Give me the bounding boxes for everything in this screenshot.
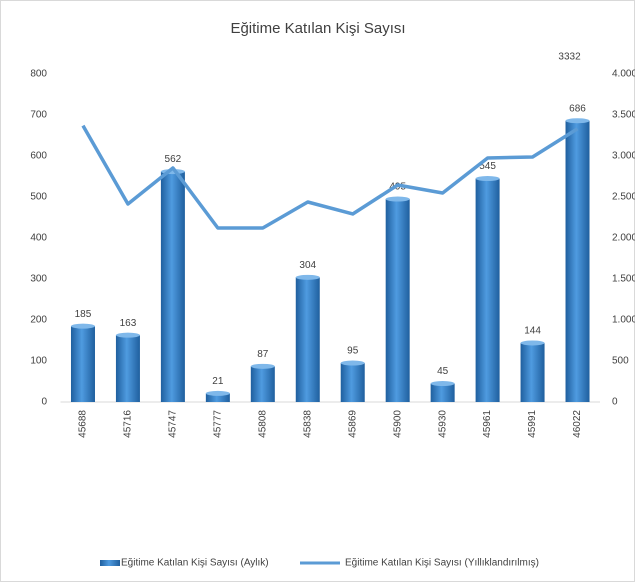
bar	[250, 366, 275, 402]
bar	[115, 335, 140, 402]
y-tick-label: 800	[30, 69, 47, 80]
data-label: 144	[524, 326, 541, 337]
bar	[295, 277, 320, 402]
x-tick-label: 45777	[212, 410, 223, 438]
x-tick-label: 45688	[78, 410, 89, 438]
y2-tick-label: 0	[612, 397, 618, 408]
data-label: 562	[165, 154, 182, 165]
bar-cap	[250, 363, 275, 369]
bar	[520, 342, 545, 402]
x-tick-label: 45991	[527, 410, 538, 438]
y-tick-label: 500	[30, 192, 47, 203]
bar	[475, 178, 500, 402]
y-tick-label: 700	[30, 110, 47, 121]
bar-cap	[565, 118, 590, 124]
legend-label: Eğitime Katılan Kişi Sayısı (Aylık)	[121, 558, 269, 569]
bar	[160, 171, 185, 402]
y2-tick-label: 3.000	[612, 151, 635, 162]
x-tick-label: 45930	[437, 410, 448, 438]
data-label: 545	[479, 161, 496, 172]
data-label: 21	[212, 376, 224, 387]
x-tick-label: 45716	[123, 410, 134, 438]
bar-cap	[295, 274, 320, 280]
bar-cap	[205, 390, 230, 396]
line	[81, 124, 579, 230]
bar	[430, 383, 455, 402]
y2-tick-label: 1.500	[612, 274, 635, 285]
y2-tick-label: 3.500	[612, 110, 635, 121]
bar-cap	[430, 381, 455, 387]
bar	[385, 199, 410, 402]
data-label: 87	[257, 349, 269, 360]
x-tick-label: 45747	[168, 410, 179, 438]
legend-swatch	[100, 560, 120, 566]
bar-cap	[385, 196, 410, 202]
bar-cap	[475, 176, 500, 182]
data-label: 304	[299, 260, 316, 271]
y-tick-label: 200	[30, 315, 47, 326]
bar	[565, 120, 590, 403]
y-tick-label: 400	[30, 233, 47, 244]
y-tick-label: 100	[30, 356, 47, 367]
line-data-label: 3332	[558, 52, 581, 63]
y2-tick-label: 1.000	[612, 315, 635, 326]
data-label: 495	[389, 182, 406, 193]
bar	[340, 363, 365, 402]
y2-tick-label: 2.500	[612, 192, 635, 203]
x-tick-label: 45900	[392, 410, 403, 438]
y-tick-label: 0	[41, 397, 47, 408]
x-tick-label: 45961	[482, 410, 493, 438]
chart-title: Eğitime Katılan Kişi Sayısı	[230, 20, 405, 37]
data-label: 686	[569, 103, 586, 114]
bar-cap	[340, 360, 365, 366]
legend-label: Eğitime Katılan Kişi Sayısı (Yıllıklandı…	[345, 558, 539, 569]
bar-cap	[70, 323, 95, 329]
y2-tick-label: 500	[612, 356, 629, 367]
bar-cap	[520, 340, 545, 346]
y2-tick-label: 2.000	[612, 233, 635, 244]
bar-cap	[115, 332, 140, 338]
data-label: 45	[437, 366, 449, 377]
y2-tick-label: 4.000	[612, 69, 635, 80]
data-label: 95	[347, 346, 359, 357]
x-tick-label: 46022	[572, 410, 583, 438]
bar	[70, 326, 95, 402]
x-tick-label: 45869	[347, 410, 358, 438]
data-label: 163	[120, 318, 137, 329]
data-label: 185	[75, 309, 92, 320]
x-tick-label: 45838	[302, 410, 313, 438]
y-tick-label: 300	[30, 274, 47, 285]
x-tick-label: 45808	[257, 410, 268, 438]
y-tick-label: 600	[30, 151, 47, 162]
bar	[205, 393, 230, 402]
